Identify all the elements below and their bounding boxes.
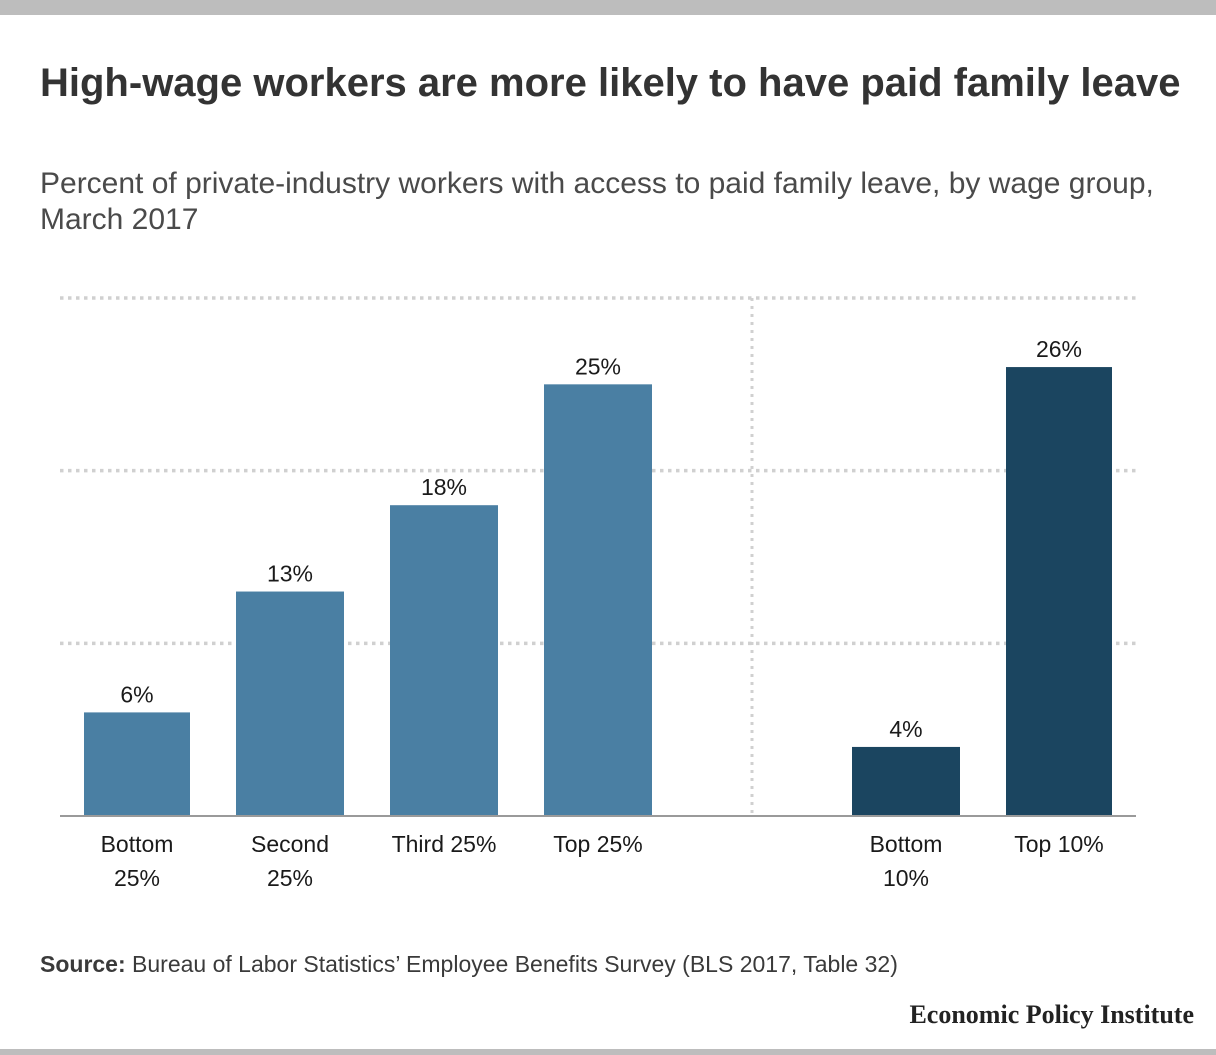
- data-label-1-4: 25%: [575, 353, 621, 379]
- bar-2-2: [1006, 367, 1112, 816]
- bar-1-4: [544, 384, 652, 816]
- source-text: Bureau of Labor Statistics’ Employee Ben…: [132, 951, 898, 977]
- source-label: Source:: [40, 951, 126, 977]
- data-label-2-1: 4%: [889, 716, 922, 742]
- category-label-1-2-line-1: Second: [251, 831, 329, 857]
- data-label-2-2: 26%: [1036, 336, 1082, 362]
- bottom-rule: [0, 1049, 1216, 1055]
- bar-1-3: [390, 505, 498, 816]
- category-label-1-3-line-1: Third 25%: [392, 831, 497, 857]
- category-label-2-2-line-1: Top 10%: [1014, 831, 1104, 857]
- category-label-2-1-line-2: 10%: [883, 865, 929, 891]
- chart-title: High-wage workers are more likely to hav…: [40, 61, 1181, 105]
- source-note: Source: Bureau of Labor Statistics’ Empl…: [40, 950, 898, 978]
- category-label-1-1-line-2: 25%: [114, 865, 160, 891]
- bar-1-1: [84, 712, 190, 816]
- data-label-1-1: 6%: [120, 681, 153, 707]
- category-label-1-4-line-1: Top 25%: [553, 831, 643, 857]
- bar-1-2: [236, 591, 344, 816]
- data-label-1-2: 13%: [267, 561, 313, 587]
- category-label-2-1-line-1: Bottom: [870, 831, 943, 857]
- data-label-1-3: 18%: [421, 474, 467, 500]
- top-rule: [0, 0, 1216, 15]
- chart-subtitle: Percent of private-industry workers with…: [40, 167, 1154, 236]
- brand-logo: Economic Policy Institute: [909, 1000, 1194, 1029]
- category-label-1-1-line-1: Bottom: [101, 831, 174, 857]
- bar-2-1: [852, 746, 960, 816]
- category-label-1-2-line-2: 25%: [267, 865, 313, 891]
